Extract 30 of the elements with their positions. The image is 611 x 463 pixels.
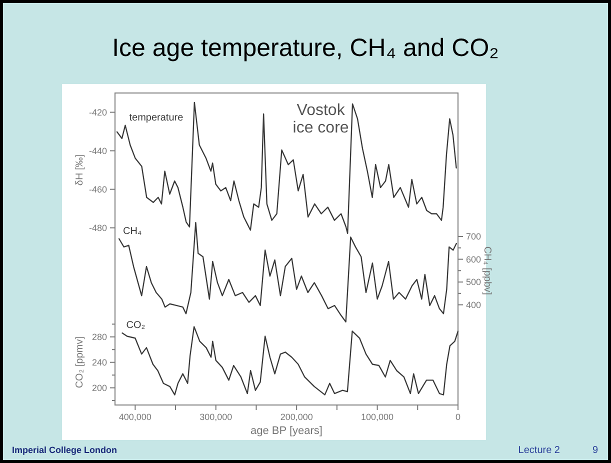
x-tick-label: 200,000	[280, 412, 313, 422]
line-series	[116, 102, 457, 234]
text: Lecture 2	[518, 445, 560, 456]
x-axis-title: age BP [years]	[250, 425, 322, 437]
series-label: CH₄	[123, 226, 142, 237]
y2-axis-title: CH₄ [ppbv]	[482, 246, 492, 296]
y-tick-label: -420	[88, 107, 107, 118]
y-axis-title: δH [‰]	[74, 154, 86, 186]
y3-tick-label: 280	[92, 332, 107, 342]
chart-title: Ice age temperature, CH₄ and CO₂	[112, 34, 499, 62]
y2-tick-label: 500	[466, 277, 482, 288]
series-label: CO₂	[126, 320, 146, 332]
y-tick-label: -440	[88, 146, 107, 156]
x-tick-label: 0	[455, 412, 461, 422]
y3-axis-title: CO₂ [ppmv]	[74, 336, 86, 388]
annotation: Vostok ice core	[292, 102, 349, 137]
text: 9	[592, 445, 598, 456]
y2-tick-label: 700	[466, 232, 482, 242]
x-tick-label: 100,000	[361, 412, 394, 422]
series-label: temperature	[129, 112, 184, 124]
y2-tick-label: 400	[466, 300, 482, 310]
text: Imperial College London	[12, 445, 118, 455]
y-tick-label: -480	[88, 222, 107, 233]
x-tick-label: 400,000	[118, 412, 152, 422]
y2-tick-label: 600	[466, 254, 482, 264]
y3-tick-label: 200	[92, 382, 107, 393]
y-tick-label: -460	[88, 184, 107, 194]
x-tick-label: 300,000	[200, 412, 232, 422]
y3-tick-label: 240	[92, 357, 107, 368]
line-series	[118, 222, 457, 322]
